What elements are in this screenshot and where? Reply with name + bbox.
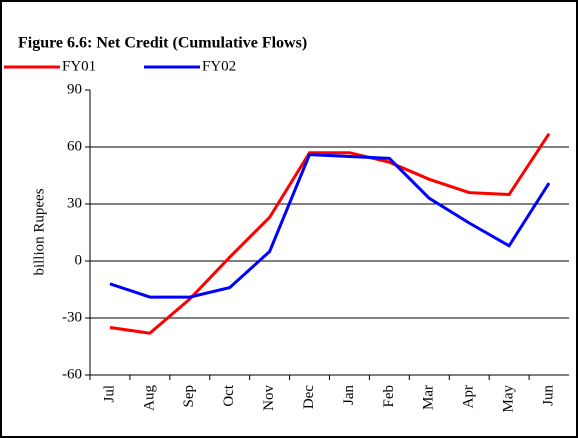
x-tick-label: Mar — [421, 385, 437, 410]
x-tick-label: Sep — [181, 385, 197, 408]
y-tick-label: -30 — [62, 309, 82, 325]
x-tick-label: Jul — [101, 385, 117, 403]
y-tick-label: 0 — [75, 252, 83, 268]
y-axis-label: billion Rupees — [31, 188, 47, 275]
x-tick-label: Jun — [540, 385, 556, 406]
series-line — [109, 153, 551, 299]
x-tick-label: Apr — [461, 385, 477, 408]
y-tick-label: 60 — [67, 138, 82, 154]
series-line — [109, 132, 551, 335]
legend-label: FY02 — [202, 58, 236, 74]
x-tick-label: Dec — [301, 385, 317, 409]
y-tick-label: 30 — [67, 195, 82, 211]
x-tick-label: Jan — [341, 385, 357, 405]
x-tick-label: May — [501, 385, 517, 413]
chart-title: Figure 6.6: Net Credit (Cumulative Flows… — [18, 35, 307, 52]
x-tick-label: Aug — [141, 385, 157, 411]
y-tick-label: 90 — [67, 81, 82, 97]
x-tick-label: Feb — [381, 385, 397, 408]
legend-label: FY01 — [62, 58, 96, 74]
y-tick-label: -60 — [62, 366, 82, 382]
x-tick-label: Nov — [261, 385, 277, 411]
x-tick-label: Oct — [221, 384, 237, 406]
